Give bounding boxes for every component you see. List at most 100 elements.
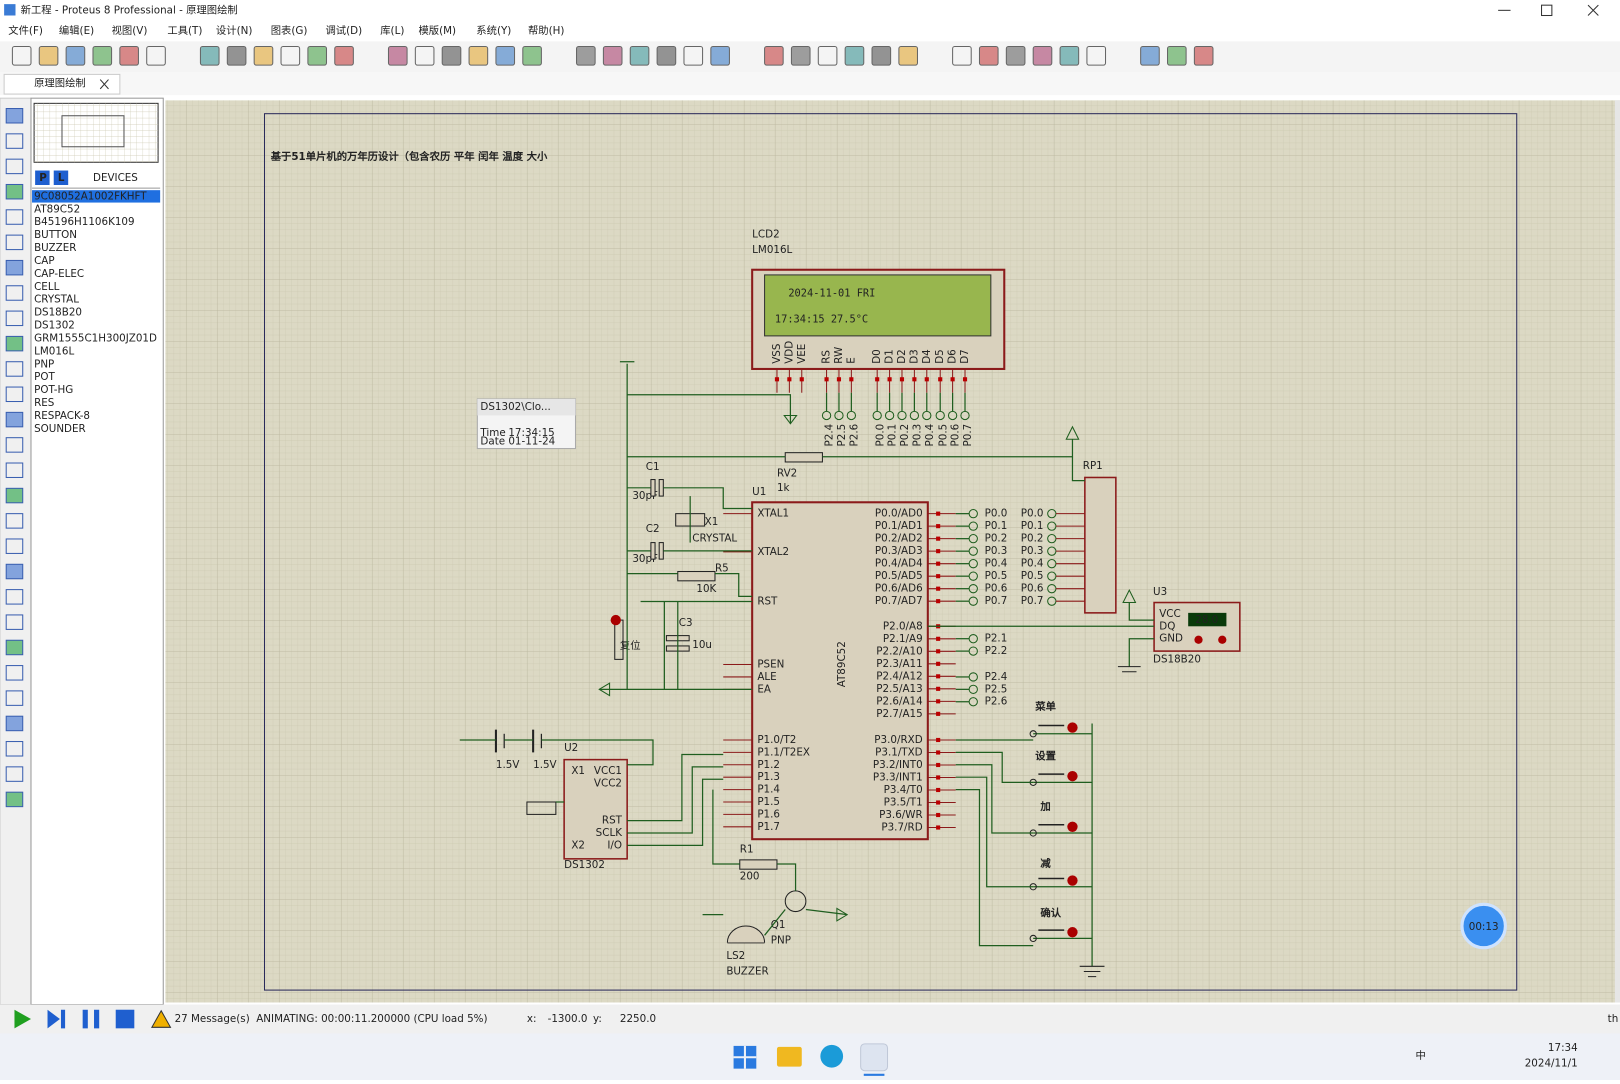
toolbar-button[interactable] — [280, 45, 301, 66]
stop-button[interactable] — [115, 1009, 135, 1029]
tool-button[interactable] — [5, 411, 24, 428]
button[interactable] — [1067, 821, 1078, 832]
toolbar-button[interactable] — [978, 45, 999, 66]
menu-item[interactable]: 调试(D) — [325, 24, 362, 37]
toolbar-button[interactable] — [146, 45, 166, 66]
close-button[interactable] — [1587, 4, 1599, 16]
picker-button[interactable] — [53, 170, 69, 185]
button[interactable] — [1067, 927, 1078, 938]
tool-button[interactable] — [5, 614, 24, 630]
device-item[interactable]: BUZZER — [34, 242, 76, 254]
device-item[interactable]: B45196H1106K109 — [34, 216, 134, 228]
toolbar-button[interactable] — [495, 45, 516, 66]
tool-button[interactable] — [5, 462, 24, 478]
toolbar-button[interactable] — [307, 45, 328, 66]
tool-button[interactable] — [5, 108, 24, 124]
toolbar-button[interactable] — [898, 45, 918, 66]
toolbar-button[interactable] — [1059, 45, 1080, 66]
toolbar-button[interactable] — [1193, 45, 1214, 66]
tab-label[interactable]: 原理图绘制 — [34, 77, 86, 90]
tool-button[interactable] — [5, 158, 24, 175]
toolbar-button[interactable] — [656, 45, 677, 66]
toolbar-button[interactable] — [522, 45, 542, 66]
device-item[interactable]: LM016L — [34, 345, 74, 357]
tab[interactable] — [3, 73, 121, 95]
pause-button[interactable] — [82, 1009, 100, 1029]
tool-button[interactable] — [5, 234, 24, 251]
tool-button[interactable] — [5, 766, 24, 782]
tool-button[interactable] — [5, 209, 24, 225]
toolbar-button[interactable] — [871, 45, 892, 66]
edge-icon[interactable] — [820, 1044, 844, 1068]
toolbar-button[interactable] — [1166, 45, 1187, 66]
toolbar-button[interactable] — [441, 45, 462, 66]
toolbar-button[interactable] — [387, 45, 408, 66]
toolbar-button[interactable] — [253, 45, 274, 66]
menu-item[interactable]: 模版(M) — [418, 24, 456, 37]
toolbar-button[interactable] — [710, 45, 730, 66]
button[interactable] — [1067, 770, 1078, 782]
device-item[interactable]: GRM1555C1H300JZ01D — [34, 332, 157, 344]
tool-button[interactable] — [5, 285, 24, 301]
tool-button[interactable] — [5, 133, 24, 149]
tool-button[interactable] — [5, 715, 24, 732]
tool-button[interactable] — [5, 310, 24, 327]
toolbar-button[interactable] — [38, 45, 59, 66]
device-item[interactable]: 9C08052A1002FKHFT — [34, 190, 147, 202]
tool-button[interactable] — [5, 741, 24, 757]
status-messages[interactable]: 27 Message(s) — [175, 1013, 250, 1025]
device-item[interactable]: SOUNDER — [34, 423, 86, 435]
tool-button[interactable] — [5, 563, 24, 580]
toolbar-button[interactable] — [414, 45, 435, 66]
tool-button[interactable] — [5, 487, 24, 504]
toolbar-button[interactable] — [226, 45, 247, 66]
menu-item[interactable]: 设计(N) — [216, 24, 252, 37]
toolbar-button[interactable] — [65, 45, 86, 66]
toolbar-button[interactable] — [629, 45, 650, 66]
toolbar-button[interactable] — [11, 45, 32, 66]
picker-button-label[interactable]: P — [39, 172, 47, 184]
tool-button[interactable] — [5, 639, 24, 656]
toolbar-button[interactable] — [92, 45, 113, 66]
proteus-icon[interactable] — [860, 1043, 889, 1072]
input-language[interactable]: 中 — [1415, 1049, 1425, 1062]
toolbar-button[interactable] — [764, 45, 784, 66]
toolbar-button[interactable] — [844, 45, 865, 66]
tool-button[interactable] — [5, 183, 24, 200]
toolbar-button[interactable] — [199, 45, 220, 66]
tool-button[interactable] — [5, 589, 24, 605]
device-item[interactable]: CAP — [34, 255, 55, 267]
device-item[interactable]: CELL — [34, 281, 59, 293]
toolbar-button[interactable] — [119, 45, 139, 66]
tool-button[interactable] — [5, 690, 24, 706]
device-item[interactable]: BUTTON — [34, 229, 77, 241]
picker-button-label[interactable]: L — [58, 172, 65, 184]
button[interactable] — [610, 614, 621, 626]
toolbar-button[interactable] — [334, 45, 354, 66]
timer-badge[interactable] — [1460, 902, 1507, 950]
menu-item[interactable]: 图表(G) — [271, 24, 308, 37]
tool-button[interactable] — [5, 335, 24, 352]
maximize-button[interactable] — [1541, 4, 1553, 17]
tool-button[interactable] — [5, 538, 24, 554]
toolbar-button[interactable] — [790, 45, 811, 66]
tool-button[interactable] — [5, 259, 24, 276]
tool-button[interactable] — [5, 791, 24, 808]
device-item[interactable]: DS18B20 — [34, 307, 82, 319]
toolbar-button[interactable] — [817, 45, 838, 66]
menu-item[interactable]: 编辑(E) — [59, 24, 94, 37]
toolbar-button[interactable] — [1140, 45, 1160, 66]
toolbar-button[interactable] — [602, 45, 623, 66]
explorer-icon[interactable] — [776, 1046, 802, 1067]
device-item[interactable]: PNP — [34, 358, 54, 370]
device-item[interactable]: AT89C52 — [34, 203, 80, 215]
device-item[interactable]: CRYSTAL — [34, 294, 79, 306]
toolbar-button[interactable] — [1005, 45, 1026, 66]
device-item[interactable]: RESPACK-8 — [34, 410, 90, 422]
toolbar-button[interactable] — [1032, 45, 1053, 66]
button[interactable] — [1067, 722, 1078, 733]
play-button[interactable] — [14, 1009, 31, 1029]
menu-item[interactable]: 文件(F) — [8, 24, 43, 37]
button[interactable] — [1218, 635, 1227, 644]
tool-button[interactable] — [5, 361, 24, 377]
